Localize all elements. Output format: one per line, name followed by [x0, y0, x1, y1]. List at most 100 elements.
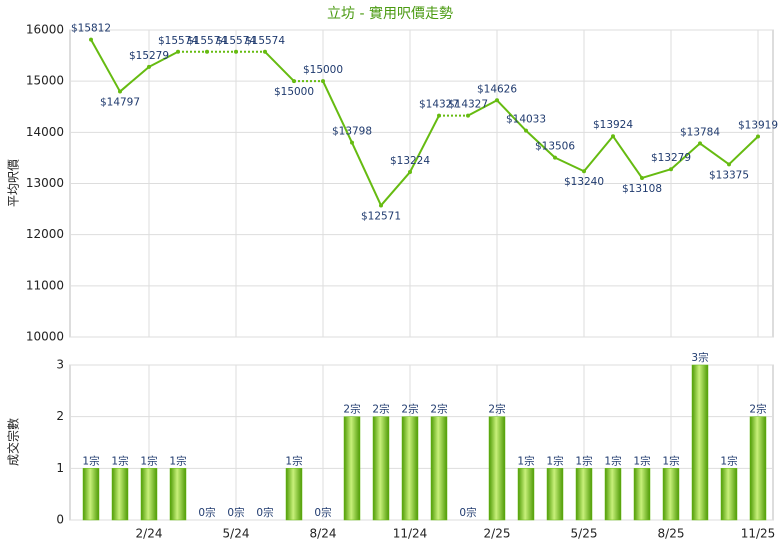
data-label: $14327 — [448, 99, 488, 111]
line-segment — [670, 142, 701, 170]
data-label: 0宗 — [198, 506, 215, 519]
bar — [285, 468, 303, 521]
point — [611, 134, 615, 139]
line-segment — [90, 39, 121, 93]
bar — [430, 416, 448, 521]
y-tick-label: 14000 — [26, 125, 64, 139]
line-segment — [322, 80, 353, 144]
line-segment — [583, 135, 614, 172]
y-axis-label: 平均呎價 — [7, 159, 21, 207]
bar — [82, 468, 100, 521]
data-label: 0宗 — [256, 506, 273, 519]
line-segment — [699, 142, 730, 166]
data-label: $14797 — [100, 97, 140, 109]
data-label: 0宗 — [227, 506, 244, 519]
data-label: 1宗 — [546, 454, 563, 467]
data-label: $13279 — [651, 152, 691, 164]
point — [495, 98, 499, 103]
y-tick-label: 16000 — [26, 23, 64, 37]
line-segment — [409, 115, 440, 173]
data-label: $13919 — [738, 119, 778, 131]
data-label: $13240 — [564, 176, 604, 188]
x-tick-label: 2/25 — [484, 527, 511, 541]
x-tick-label: 8/25 — [658, 527, 685, 541]
point — [553, 155, 557, 160]
data-label: 1宗 — [575, 454, 592, 467]
data-label: 1宗 — [169, 454, 186, 467]
data-label: 1宗 — [720, 454, 737, 467]
bar — [343, 416, 361, 521]
line-segment — [148, 50, 179, 68]
y-tick-label: 13000 — [26, 176, 64, 190]
bar — [517, 468, 535, 521]
y-tick-label: 15000 — [26, 74, 64, 88]
line-segment — [728, 135, 759, 166]
data-label: $13924 — [593, 119, 633, 131]
line-segment — [119, 66, 150, 93]
data-label: $13798 — [332, 126, 372, 138]
y-tick-label: 0 — [56, 513, 64, 527]
point — [640, 175, 644, 180]
point — [466, 113, 470, 118]
bar — [633, 468, 651, 521]
data-label: $12571 — [361, 210, 401, 222]
bar — [140, 468, 158, 521]
y-tick-label: 2 — [56, 409, 64, 423]
y-tick-label: 3 — [56, 358, 64, 372]
data-label: 2宗 — [749, 403, 766, 416]
line-segment — [351, 142, 382, 206]
point — [756, 134, 760, 139]
data-label: 1宗 — [285, 454, 302, 467]
data-label: 1宗 — [111, 454, 128, 467]
bar — [749, 416, 767, 521]
x-tick-label: 11/25 — [741, 527, 776, 541]
point — [147, 64, 151, 69]
data-label: $14033 — [506, 114, 546, 126]
line-segment — [496, 99, 527, 132]
x-tick-label: 8/24 — [310, 527, 337, 541]
x-tick-label: 5/24 — [223, 527, 250, 541]
data-label: 0宗 — [314, 506, 331, 519]
y-tick-label: 1 — [56, 461, 64, 475]
data-label: 1宗 — [517, 454, 534, 467]
bar — [604, 468, 622, 521]
line-segment — [641, 168, 672, 179]
plot-area — [69, 364, 774, 521]
point — [176, 49, 180, 54]
data-label: 1宗 — [82, 454, 99, 467]
data-label: $13506 — [535, 141, 575, 153]
bar — [372, 416, 390, 521]
point — [669, 167, 673, 172]
bar — [662, 468, 680, 521]
data-label: 1宗 — [633, 454, 650, 467]
data-label: $15574 — [187, 35, 227, 47]
point — [524, 128, 528, 133]
point — [234, 49, 238, 54]
data-label: 1宗 — [662, 454, 679, 467]
bar — [488, 416, 506, 521]
data-label: $15574 — [245, 35, 285, 47]
data-label: 2宗 — [430, 403, 447, 416]
data-label: 0宗 — [459, 506, 476, 519]
x-tick-label: 11/24 — [393, 527, 428, 541]
point — [408, 170, 412, 175]
bar — [111, 468, 129, 521]
point — [582, 169, 586, 174]
data-label: $15000 — [303, 64, 343, 76]
point — [321, 79, 325, 84]
bar — [546, 468, 564, 521]
data-label: $14626 — [477, 83, 517, 95]
point — [437, 113, 441, 118]
data-label: 2宗 — [343, 403, 360, 416]
line-segment — [554, 156, 585, 173]
data-label: $15812 — [71, 23, 111, 35]
point — [89, 37, 93, 42]
data-label: $15000 — [274, 86, 314, 98]
line-segment — [525, 129, 556, 159]
data-label: 1宗 — [604, 454, 621, 467]
bar — [401, 416, 419, 521]
bar — [691, 364, 709, 521]
point — [263, 49, 267, 54]
point — [727, 162, 731, 167]
